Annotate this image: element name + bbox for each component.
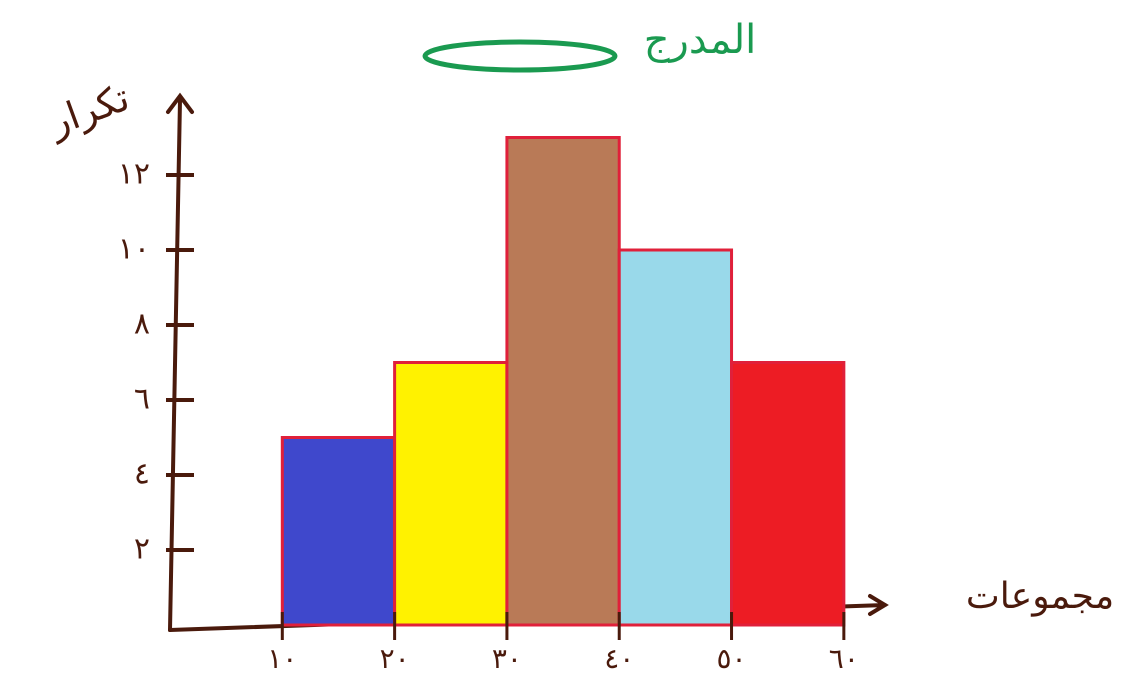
bar <box>730 361 846 627</box>
y-tick-label: ١٢ <box>118 157 150 192</box>
chart-title: المدرج <box>644 17 757 64</box>
bar <box>617 248 734 627</box>
bar <box>393 361 509 627</box>
x-tick-label: ٦٠ <box>829 642 859 675</box>
bar <box>505 136 621 627</box>
x-tick-label: ٥٠ <box>716 642 746 675</box>
x-tick-label: ٢٠ <box>380 642 410 675</box>
y-tick-label: ٨ <box>134 307 150 342</box>
title-swoosh <box>422 39 618 73</box>
x-tick-label: ٣٠ <box>492 642 522 675</box>
y-axis <box>166 92 194 632</box>
y-tick-label: ٦ <box>134 382 150 417</box>
y-tick-label: ٤ <box>134 457 150 492</box>
y-tick-label: ١٠ <box>118 232 150 267</box>
y-tick-label: ٢ <box>134 532 150 567</box>
y-axis-label: تكرار <box>41 75 135 146</box>
x-axis-label: مجموعات <box>966 576 1114 617</box>
bar <box>280 436 397 627</box>
x-tick-label: ١٠ <box>267 642 297 675</box>
x-tick-label: ٤٠ <box>604 642 634 675</box>
